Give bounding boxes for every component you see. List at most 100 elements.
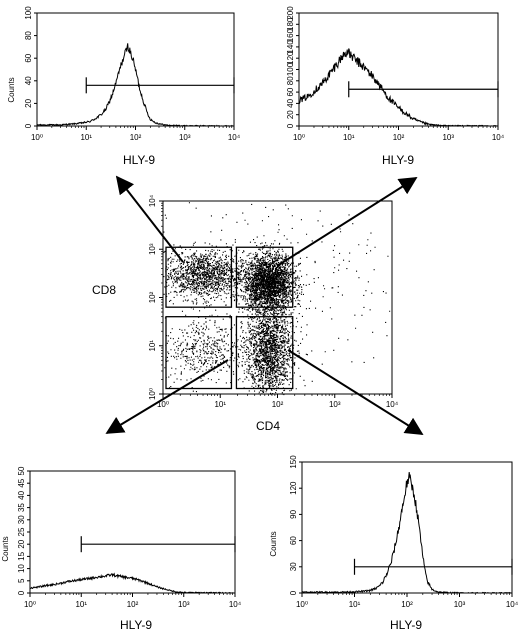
y-tick-label: 20 <box>24 98 33 107</box>
x-tick-label: 10² <box>130 133 142 142</box>
y-tick-label: 80 <box>286 76 295 85</box>
x-tick-label: 10¹ <box>214 400 226 409</box>
y-tick-label: 120 <box>289 481 298 495</box>
x-tick-label: 10⁰ <box>157 400 169 409</box>
arrow-to-bottom-left-histogram <box>105 359 229 434</box>
plot-frame <box>298 12 499 127</box>
quadrant-gate <box>165 246 233 308</box>
x-tick-label: 10¹ <box>349 600 361 609</box>
y-tick-label: 80 <box>24 31 33 40</box>
y-tick-label: 15 <box>17 551 26 560</box>
y-tick-label: 10² <box>148 291 157 303</box>
scatter-points <box>163 202 391 396</box>
histogram-curve <box>29 572 236 594</box>
y-tick-label: 0 <box>289 590 298 595</box>
x-tick-label: 10⁰ <box>24 600 36 609</box>
x-ticks: 10⁰ 10¹ 10² 10³ 10⁴ <box>24 593 242 609</box>
histogram-bottom-right: 0 30 60 90 120 150 10⁰ 10¹ 10² 10³ 10⁴ Counts HLY… <box>269 455 519 632</box>
x-ticks: 10⁰ 10¹ 10² 10³ 10⁴ <box>157 394 399 409</box>
y-tick-label: 20 <box>286 110 295 119</box>
y-axis-label: Counts <box>1 536 10 561</box>
x-tick-label: 10² <box>401 600 413 609</box>
x-tick-label: 10³ <box>442 133 454 142</box>
y-tick-label: 60 <box>289 536 298 545</box>
y-tick-label: 180 <box>286 17 295 31</box>
x-ticks: 10⁰ 10¹ 10² 10³ 10⁴ <box>296 593 519 609</box>
y-tick-label: 160 <box>286 28 295 42</box>
y-ticks: 10⁰ 10¹ 10² 10³ 10⁴ <box>148 194 163 400</box>
histogram-bottom-left: 0 5 10 15 20 25 30 35 40 45 50 10⁰ 10¹ 10² 10³ 10⁴ Cou… <box>1 466 242 632</box>
x-tick-label: 10² <box>272 400 284 409</box>
x-tick-label: 10¹ <box>343 133 355 142</box>
quadrant-gates <box>165 246 294 390</box>
y-tick-label: 10¹ <box>148 340 157 352</box>
y-axis-label: Counts <box>269 531 278 556</box>
gate-marker <box>353 558 513 575</box>
y-tick-label: 100 <box>286 62 295 76</box>
y-tick-label: 120 <box>286 51 295 65</box>
x-tick-label: 10³ <box>179 133 191 142</box>
x-axis-label: HLY-9 <box>390 618 422 632</box>
x-tick-label: 10⁴ <box>228 133 241 142</box>
y-tick-label: 30 <box>289 562 298 571</box>
y-tick-label: 40 <box>24 76 33 85</box>
y-tick-label: 30 <box>17 515 26 524</box>
x-axis-label: CD4 <box>256 419 280 433</box>
y-tick-label: 140 <box>286 40 295 54</box>
x-tick-label: 10³ <box>454 600 466 609</box>
histogram-top-left: 0 20 40 60 80 100 10⁰ 10¹ 10² 10³ 10⁴ Counts HLY-… <box>7 6 241 167</box>
histogram-curve <box>298 48 499 127</box>
x-axis-label: HLY-9 <box>120 618 152 632</box>
y-tick-label: 10³ <box>148 243 157 255</box>
y-tick-label: 100 <box>24 6 33 20</box>
gate-marker <box>80 536 236 553</box>
x-tick-label: 10⁴ <box>506 600 519 609</box>
y-axis-label: Counts <box>7 77 16 102</box>
y-tick-label: 0 <box>24 123 33 128</box>
x-tick-label: 10³ <box>329 400 341 409</box>
x-ticks: 10⁰ 10¹ 10² 10³ 10⁴ <box>31 126 241 142</box>
y-tick-label: 45 <box>17 478 26 487</box>
quadrant-gate <box>235 246 294 308</box>
x-tick-label: 10⁰ <box>31 133 43 142</box>
x-tick-label: 10² <box>127 600 139 609</box>
histogram-curve <box>301 471 513 594</box>
y-axis-label: CD8 <box>92 283 116 297</box>
y-tick-label: 5 <box>17 578 26 583</box>
x-tick-label: 10¹ <box>80 133 92 142</box>
arrow-to-top-right-histogram <box>276 177 418 267</box>
gate-marker <box>85 77 235 94</box>
x-tick-label: 10⁴ <box>229 600 242 609</box>
y-tick-label: 200 <box>286 6 295 20</box>
y-tick-label: 40 <box>17 490 26 499</box>
arrow-to-bottom-right-histogram <box>287 349 424 435</box>
y-tick-label: 40 <box>286 98 295 107</box>
quadrant-gate <box>165 316 233 390</box>
y-tick-label: 50 <box>17 466 26 475</box>
y-ticks: 0 30 60 90 120 150 <box>289 455 302 595</box>
x-ticks: 10⁰ 10¹ 10² 10³ 10⁴ <box>293 126 505 142</box>
gate-marker <box>348 81 499 98</box>
scatter-events <box>163 202 391 396</box>
y-tick-label: 10⁴ <box>148 194 157 207</box>
x-tick-label: 10⁰ <box>293 133 305 142</box>
y-tick-label: 60 <box>24 53 33 62</box>
x-axis-label: HLY-9 <box>123 153 155 167</box>
y-ticks: 0 20 40 60 80 100 <box>24 6 37 128</box>
plot-frame <box>29 470 236 594</box>
x-tick-label: 10⁰ <box>296 600 308 609</box>
quadrant-gate <box>235 316 294 390</box>
y-tick-label: 90 <box>289 509 298 518</box>
y-tick-label: 0 <box>17 590 26 595</box>
y-tick-label: 35 <box>17 503 26 512</box>
histogram-curve <box>36 43 234 127</box>
y-tick-label: 0 <box>286 123 295 128</box>
y-tick-label: 10⁰ <box>148 388 157 400</box>
y-ticks: 0 5 10 15 20 25 30 35 40 45 50 <box>17 466 30 595</box>
x-tick-label: 10¹ <box>75 600 87 609</box>
y-tick-label: 10 <box>17 564 26 573</box>
x-axis-label: HLY-9 <box>382 153 414 167</box>
